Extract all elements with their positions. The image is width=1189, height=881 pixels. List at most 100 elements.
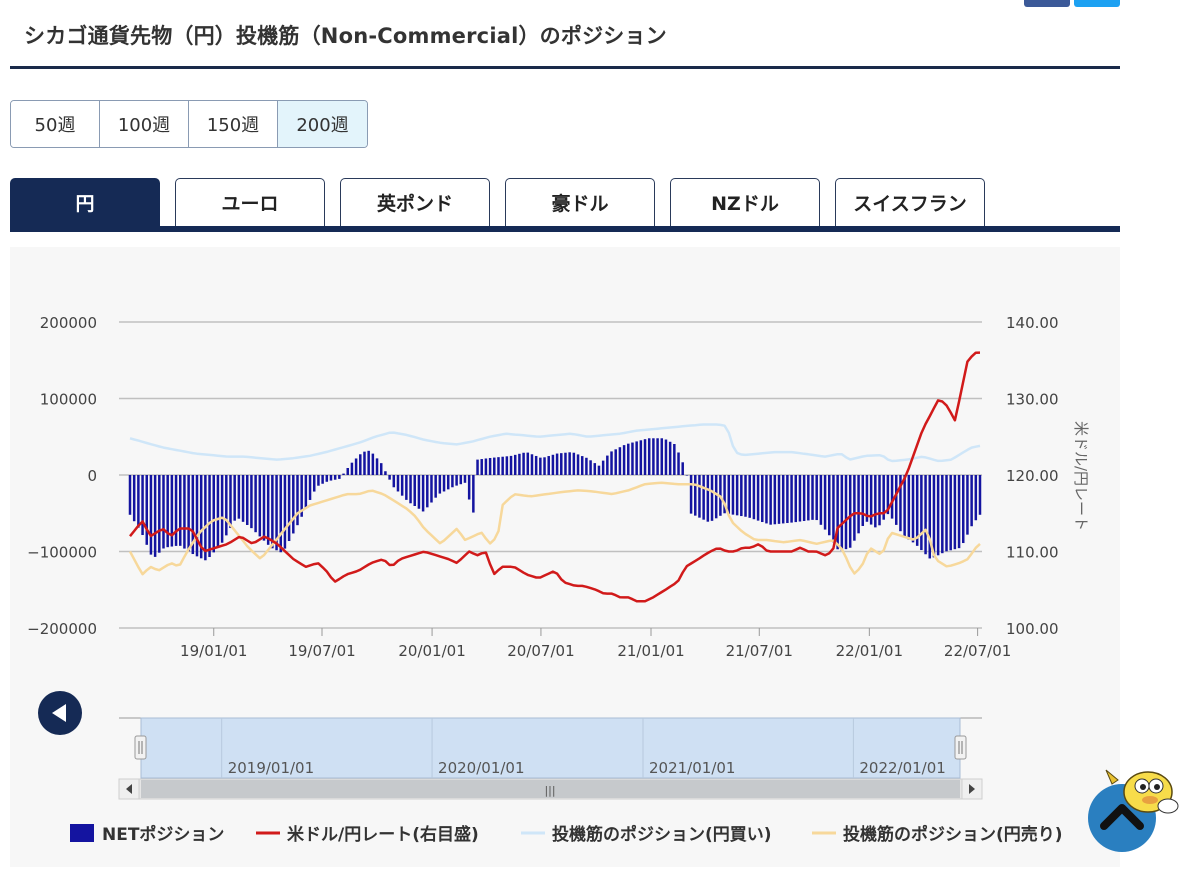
- net-position-bar: [547, 456, 550, 475]
- net-position-bar: [459, 475, 463, 485]
- net-position-bar: [446, 475, 450, 490]
- net-position-bar: [848, 475, 852, 548]
- navigator-ticks: 2019/01/01 2020/01/01 2021/01/01 2022/01/01: [221, 718, 946, 778]
- net-position-bar: [966, 475, 969, 535]
- legend-item-rate[interactable]: 米ドル/円レート(右目盛): [256, 824, 479, 845]
- net-position-bar: [752, 475, 756, 520]
- legend-item-long[interactable]: 投機筋のポジション(円買い): [521, 824, 772, 845]
- net-position-bar: [606, 455, 609, 475]
- net-position-bar: [882, 475, 885, 520]
- net-position-bar: [915, 475, 919, 546]
- period-selector: 50週 100週 150週 200週: [10, 100, 368, 148]
- net-position-bar: [698, 475, 701, 518]
- right-axis: 140.00 130.00 120.00 110.00 100.00: [1006, 314, 1059, 638]
- net-position-bar: [317, 475, 320, 486]
- net-position-bar: [392, 475, 396, 488]
- net-position-bar: [187, 475, 190, 552]
- net-position-bar: [551, 454, 555, 475]
- net-position-bar: [363, 451, 366, 475]
- net-position-bar: [279, 475, 282, 553]
- x-axis: 19/01/01 19/07/01 20/01/01 20/07/01 21/01/01…: [180, 628, 1011, 660]
- net-position-bar: [828, 475, 831, 536]
- legend-label-rate: 米ドル/円レート(右目盛): [287, 824, 479, 845]
- tab-aud[interactable]: 豪ドル: [505, 178, 655, 226]
- net-position-bar: [627, 443, 630, 475]
- x-axis-tick-label: 20/07/01: [507, 642, 574, 660]
- net-position-bar: [853, 475, 856, 541]
- net-position-bars: [128, 438, 982, 561]
- twitter-share-button[interactable]: [1074, 0, 1120, 7]
- net-position-bar: [371, 453, 375, 475]
- net-position-bar: [183, 475, 186, 549]
- net-position-bar: [689, 475, 693, 514]
- left-axis-tick: 100000: [40, 391, 97, 409]
- navigator-tick-label: 2020/01/01: [438, 759, 524, 777]
- net-position-bar: [823, 475, 827, 530]
- tab-pound[interactable]: 英ポンド: [340, 178, 490, 226]
- net-position-bar: [631, 442, 634, 475]
- net-position-bar: [266, 475, 270, 545]
- net-position-bar: [388, 475, 391, 480]
- net-position-bar: [484, 458, 488, 475]
- left-axis-tick: 200000: [40, 314, 97, 332]
- period-100-button[interactable]: 100週: [100, 101, 189, 147]
- net-position-bar: [953, 475, 957, 550]
- x-axis-tick-label: 22/07/01: [944, 642, 1011, 660]
- back-to-top-button[interactable]: [1088, 760, 1189, 861]
- range-navigator: 2019/01/01 2020/01/01 2021/01/01 2022/01/01…: [118, 717, 983, 800]
- scroll-left-button[interactable]: [38, 691, 82, 735]
- net-position-bar: [467, 475, 471, 500]
- net-position-bar: [208, 475, 211, 558]
- scroll-left-arrow[interactable]: [118, 778, 140, 800]
- net-position-bar: [488, 457, 492, 475]
- net-position-bar: [560, 453, 563, 475]
- tab-chf[interactable]: スイスフラン: [835, 178, 985, 226]
- x-axis-tick-label: 19/01/01: [180, 642, 247, 660]
- net-position-bar: [840, 475, 844, 551]
- legend-item-short[interactable]: 投機筋のポジション(円売り): [812, 824, 1063, 845]
- scroll-right-arrow[interactable]: [961, 778, 983, 800]
- left-axis-tick: 0: [87, 467, 97, 485]
- net-position-bar: [384, 471, 387, 475]
- net-position-bar: [748, 475, 751, 518]
- navigator-tick-label: 2021/01/01: [649, 759, 735, 777]
- legend-label-long: 投機筋のポジション(円買い): [552, 824, 772, 845]
- net-position-bar: [811, 475, 814, 520]
- net-position-bar: [660, 438, 664, 475]
- net-position-bar: [903, 475, 906, 537]
- period-200-button[interactable]: 200週: [278, 101, 367, 147]
- legend-item-net[interactable]: NETポジション: [70, 824, 224, 845]
- right-axis-tick: 130.00: [1006, 391, 1059, 409]
- currency-tabs: 円 ユーロ 英ポンド 豪ドル NZドル スイスフラン: [10, 178, 1120, 232]
- period-50-button[interactable]: 50週: [11, 101, 100, 147]
- net-position-bar: [141, 475, 144, 536]
- net-position-bar: [773, 475, 777, 525]
- net-position-bar: [576, 454, 580, 475]
- net-position-bar: [899, 475, 902, 532]
- net-position-bar: [844, 475, 848, 550]
- tab-yen[interactable]: 円: [10, 178, 160, 226]
- net-position-bar: [212, 475, 215, 553]
- navigator-window[interactable]: [140, 717, 961, 779]
- series-lines: [128, 351, 981, 603]
- tab-euro[interactable]: ユーロ: [175, 178, 325, 226]
- facebook-share-button[interactable]: [1024, 0, 1070, 7]
- net-position-bar: [204, 475, 207, 561]
- navigator-right-handle[interactable]: [954, 735, 967, 760]
- net-position-bar: [300, 475, 303, 517]
- tab-nzd[interactable]: NZドル: [670, 178, 820, 226]
- net-position-bar: [723, 475, 726, 514]
- net-position-bar: [597, 465, 601, 475]
- net-position-bar: [941, 475, 944, 554]
- x-axis-tick-label: 21/07/01: [726, 642, 793, 660]
- scrollbar-thumb[interactable]: [141, 780, 960, 798]
- net-position-bar: [807, 475, 810, 521]
- net-position-bar: [614, 449, 617, 475]
- net-position-bar: [472, 475, 475, 513]
- net-position-bar: [220, 475, 224, 543]
- navigator-left-handle[interactable]: [134, 735, 147, 760]
- x-axis-tick-label: 21/01/01: [617, 642, 684, 660]
- net-position-bar: [513, 454, 517, 475]
- period-150-button[interactable]: 150週: [189, 101, 278, 147]
- net-position-bar: [673, 444, 676, 475]
